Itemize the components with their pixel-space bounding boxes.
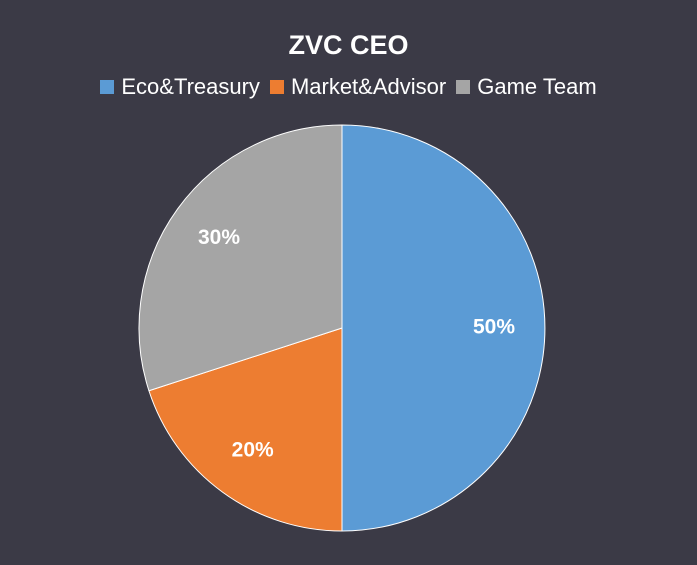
data-label-market-advisor: 20% <box>232 439 274 462</box>
legend-swatch-eco-treasury <box>100 80 115 94</box>
pie-slice-game-team <box>138 124 343 392</box>
legend-item-game-team: Game Team <box>456 73 597 101</box>
legend-item-market-advisor: Market&Advisor <box>269 73 447 101</box>
legend-item-eco-treasury: Eco&Treasury <box>100 73 260 101</box>
data-label-game-team: 30% <box>198 226 240 249</box>
legend-label-market-advisor: Market&Advisor <box>290 74 447 99</box>
legend-label-eco-treasury: Eco&Treasury <box>121 74 260 99</box>
legend-swatch-game-team <box>456 80 471 94</box>
chart-legend: Eco&Treasury Market&Advisor Game Team <box>0 73 697 101</box>
pie-slice-eco-treasury <box>341 124 546 532</box>
legend-swatch-market-advisor <box>269 80 284 94</box>
pie-slice-market-advisor <box>148 327 343 532</box>
chart-title: ZVC CEO <box>288 30 409 60</box>
pie-slices <box>138 124 546 532</box>
legend-label-game-team: Game Team <box>477 74 597 99</box>
pie-data-labels: 50% 20% 30% <box>198 226 515 461</box>
data-label-eco-treasury: 50% <box>473 316 515 339</box>
